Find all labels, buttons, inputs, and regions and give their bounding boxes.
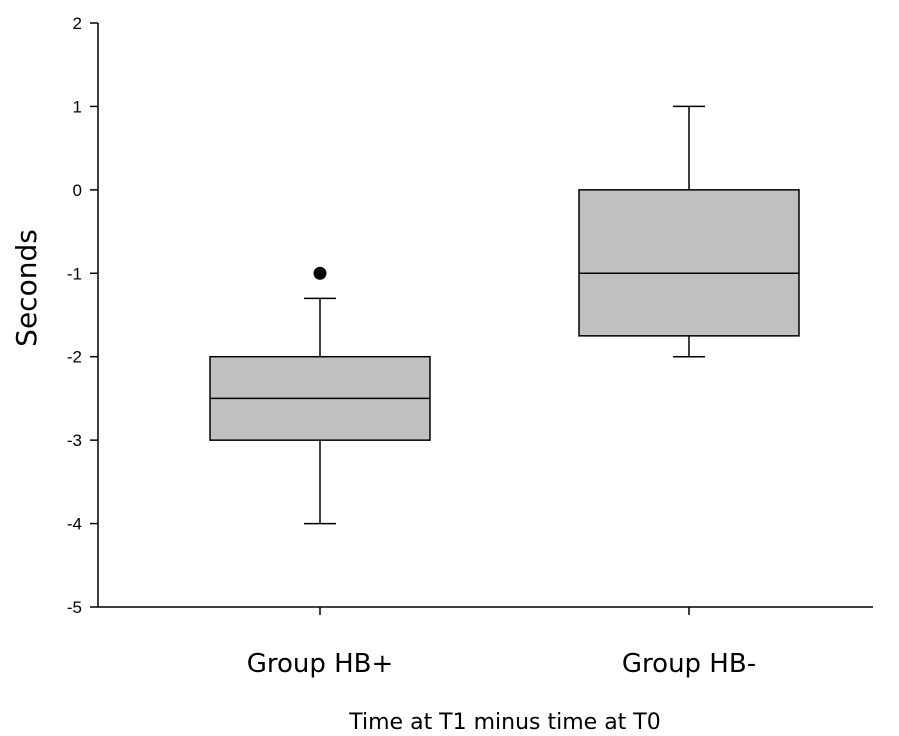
y-tick-label: -2 (67, 348, 82, 367)
y-tick-label: 1 (73, 97, 82, 116)
x-tick-label: Group HB- (622, 649, 756, 679)
y-tick-label: -5 (67, 598, 82, 617)
y-tick-label: -1 (67, 264, 82, 283)
y-tick-label: -3 (67, 431, 82, 450)
y-axis: 2 1 0 -1 -2 -3 -4 -5 (67, 14, 99, 617)
boxes (209, 105, 800, 525)
x-axis-title: Time at T1 minus time at T0 (348, 710, 660, 735)
y-tick-label: -4 (67, 515, 82, 534)
outlier-point (313, 266, 327, 280)
y-tick-label: 2 (73, 14, 82, 33)
x-tick-label: Group HB+ (247, 649, 394, 679)
box-iqr (578, 189, 800, 337)
x-axis: Group HB+ Group HB- (98, 606, 873, 679)
box-group-2 (578, 105, 800, 358)
box-group-1 (209, 266, 431, 525)
y-tick-label: 0 (73, 181, 82, 200)
y-axis-title: Seconds (10, 229, 43, 347)
